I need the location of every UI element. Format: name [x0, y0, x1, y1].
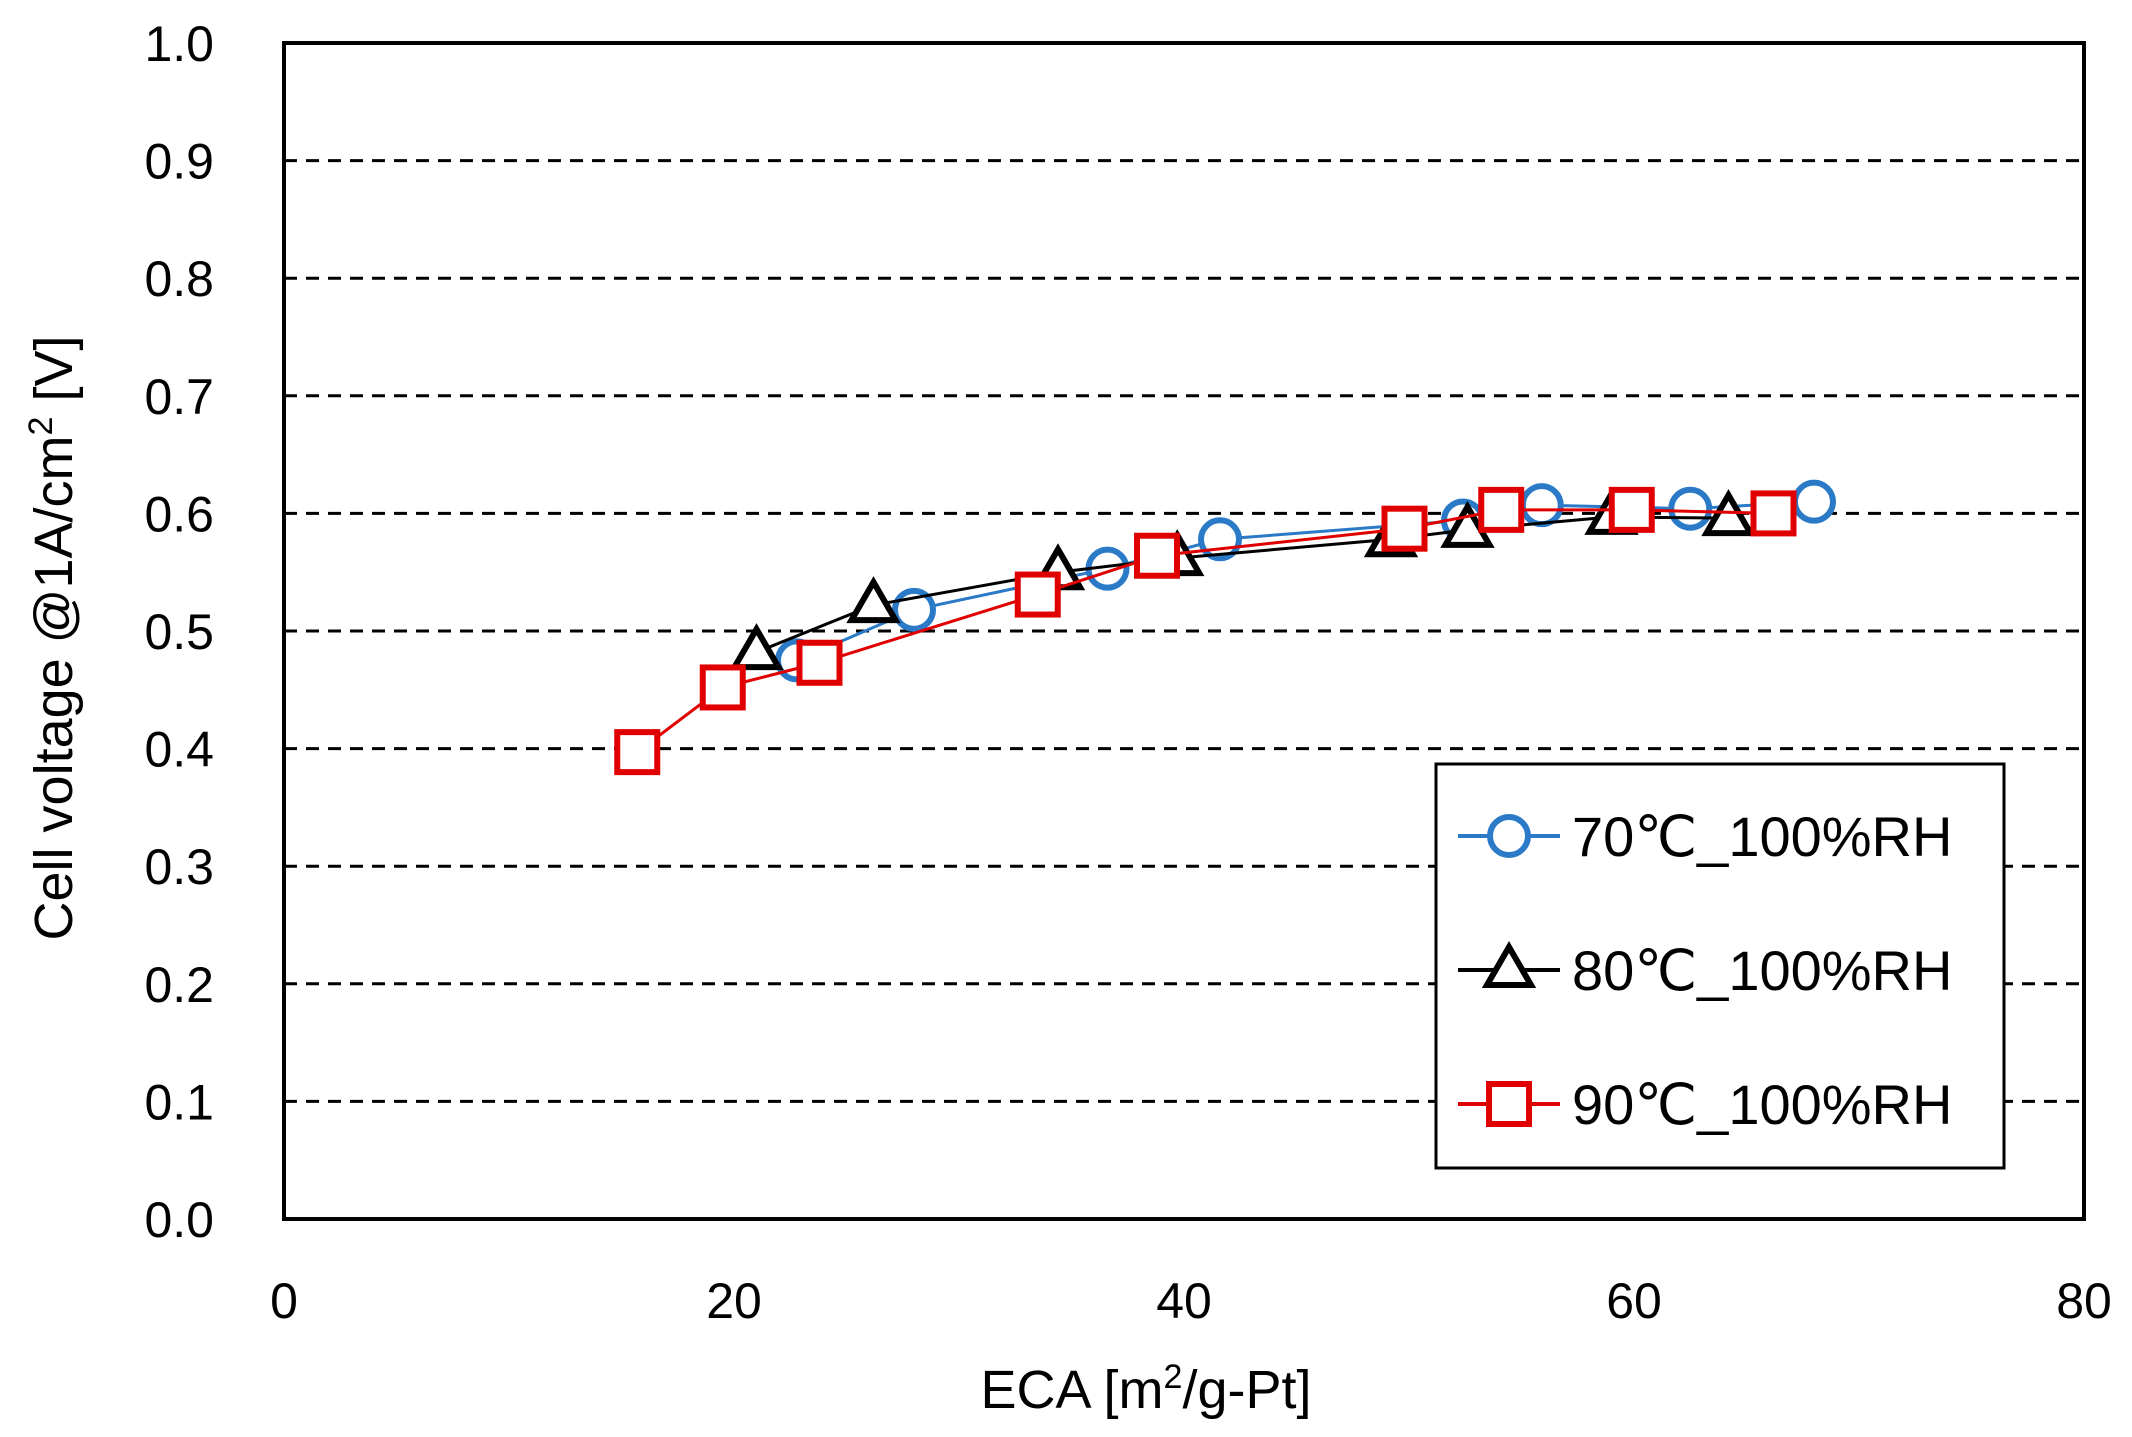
y-tick-label: 0.9 — [144, 134, 214, 190]
data-point-triangle — [729, 623, 784, 671]
data-point-square — [1014, 571, 1061, 618]
y-tick-label: 0.3 — [144, 839, 214, 895]
legend-label: 90℃_100%RH — [1572, 1073, 1952, 1136]
y-tick-label: 0.6 — [144, 486, 214, 542]
legend-label: 80℃_100%RH — [1572, 939, 1952, 1002]
x-tick-label: 20 — [706, 1273, 762, 1329]
series-line-triangle — [755, 515, 1729, 654]
data-point-square — [699, 664, 746, 711]
legend-entry-square: 90℃_100%RH — [1458, 1073, 1952, 1136]
y-tick-labels: 0.0 0.1 0.2 0.3 0.4 0.5 0.6 0.7 0.8 0.9 1.0 — [144, 16, 214, 1248]
y-tick-label: 0.5 — [144, 604, 214, 660]
y-tick-label: 0.1 — [144, 1074, 214, 1130]
series-square — [614, 486, 1797, 776]
legend-entry-triangle: 80℃_100%RH — [1458, 939, 1952, 1002]
data-point-square — [1381, 505, 1428, 552]
data-point-circle — [1668, 486, 1713, 531]
plot-area-frame — [282, 41, 2086, 1221]
data-point-square — [1134, 532, 1180, 579]
legend: 70℃_100%RH 80℃_100%RH 90℃_100%RH — [1434, 762, 2006, 1170]
data-series — [614, 479, 1836, 776]
x-tick-labels: 0 20 40 60 80 — [270, 1273, 2112, 1329]
y-axis-title: Cell voltage @1A/cm2 [V] — [22, 336, 84, 941]
x-axis-title: ECA [m2/g-Pt] — [980, 1358, 1311, 1420]
data-point-square — [614, 729, 661, 776]
x-tick-label: 40 — [1156, 1273, 1212, 1329]
legend-marker-square — [1486, 1081, 1532, 1127]
x-tick-label: 0 — [270, 1273, 298, 1329]
data-point-square — [796, 639, 843, 686]
x-tick-label: 80 — [2056, 1273, 2112, 1329]
data-point-triangle — [1701, 489, 1756, 537]
data-point-circle — [1792, 479, 1836, 524]
x-tick-label: 60 — [1606, 1273, 1662, 1329]
data-point-circle — [1519, 483, 1564, 528]
y-tick-label: 1.0 — [144, 16, 214, 72]
data-point-square — [1478, 486, 1525, 533]
legend-label: 70℃_100%RH — [1572, 805, 1952, 868]
data-point-square — [1750, 490, 1797, 537]
legend-marker-circle — [1487, 814, 1531, 858]
data-point-square — [1608, 486, 1655, 533]
series-line-circle — [796, 500, 1815, 662]
y-tick-label: 0.7 — [144, 369, 214, 425]
y-tick-label: 0.0 — [144, 1192, 214, 1248]
legend-marker-triangle — [1481, 941, 1537, 988]
y-tick-label: 0.4 — [144, 722, 214, 778]
legend-entry-circle: 70℃_100%RH — [1458, 805, 1952, 868]
data-point-triangle — [846, 576, 901, 624]
y-tick-label: 0.2 — [144, 957, 214, 1013]
y-tick-label: 0.8 — [144, 251, 214, 307]
